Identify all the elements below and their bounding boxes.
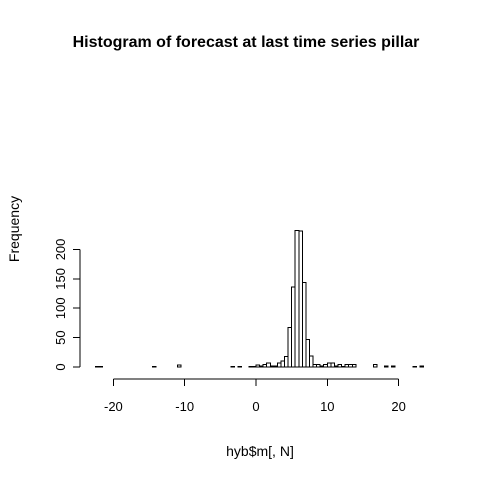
x-tick-label: 20 [391, 399, 405, 414]
chart-title: Histogram of forecast at last time serie… [73, 34, 420, 51]
histogram-bar [383, 365, 389, 368]
histogram-bar [273, 365, 278, 368]
y-tick-label: 200 [53, 239, 68, 261]
x-tick-label: -20 [104, 399, 123, 414]
histogram-bar [323, 364, 328, 368]
histogram-bar [262, 364, 268, 368]
histogram-bar [341, 365, 346, 368]
histogram-bar [337, 364, 343, 368]
histogram-bar [294, 230, 300, 368]
histogram-bar [266, 362, 271, 368]
histogram-bar [412, 365, 417, 368]
histogram-bar [248, 365, 253, 368]
histogram-bar [98, 365, 104, 368]
histogram-bar [255, 364, 261, 368]
y-tick-label: 100 [53, 297, 68, 319]
histogram-bar [152, 365, 157, 368]
histogram-bar [177, 364, 182, 368]
histogram-bar [251, 365, 257, 368]
histogram-bar [319, 365, 325, 368]
histogram-bar [419, 365, 425, 368]
histogram-bar [373, 364, 378, 368]
histogram-bar [326, 362, 332, 368]
histogram-bar [330, 362, 335, 368]
x-tick-label: 10 [320, 399, 334, 414]
histogram-bar [280, 360, 286, 368]
histogram-bar [301, 281, 307, 368]
y-tick-label: 0 [53, 363, 68, 370]
histogram-bar [308, 355, 314, 368]
histogram-bar [230, 365, 236, 368]
histogram-bar [259, 365, 264, 368]
histogram-bar [351, 364, 357, 368]
x-axis: -20 -10 0 10 20 [104, 378, 406, 414]
histogram-bar [333, 365, 339, 368]
histogram-bar [305, 338, 310, 368]
y-axis-label: Frequency [6, 196, 22, 262]
histogram-bar [269, 365, 275, 368]
histogram-bar [312, 364, 318, 368]
histogram-bar [237, 365, 243, 368]
histogram-bar [276, 362, 282, 368]
histogram-bar [95, 365, 100, 368]
histogram-bar [390, 365, 396, 368]
histogram-bar [316, 364, 321, 368]
histogram-bar [348, 364, 353, 368]
histogram-bar [344, 364, 350, 368]
x-tick-label: 0 [252, 399, 259, 414]
histogram-bars [95, 230, 425, 368]
histogram-bar [287, 327, 293, 368]
x-tick-label: -10 [175, 399, 194, 414]
y-axis: 0 50 100 150 200 [53, 239, 81, 371]
y-tick-label: 50 [53, 330, 68, 344]
x-axis-label: hyb$m[, N] [226, 443, 294, 459]
histogram-bar [284, 355, 289, 368]
histogram-bar [291, 286, 296, 368]
y-tick-label: 150 [53, 268, 68, 290]
histogram-bar [298, 230, 303, 368]
